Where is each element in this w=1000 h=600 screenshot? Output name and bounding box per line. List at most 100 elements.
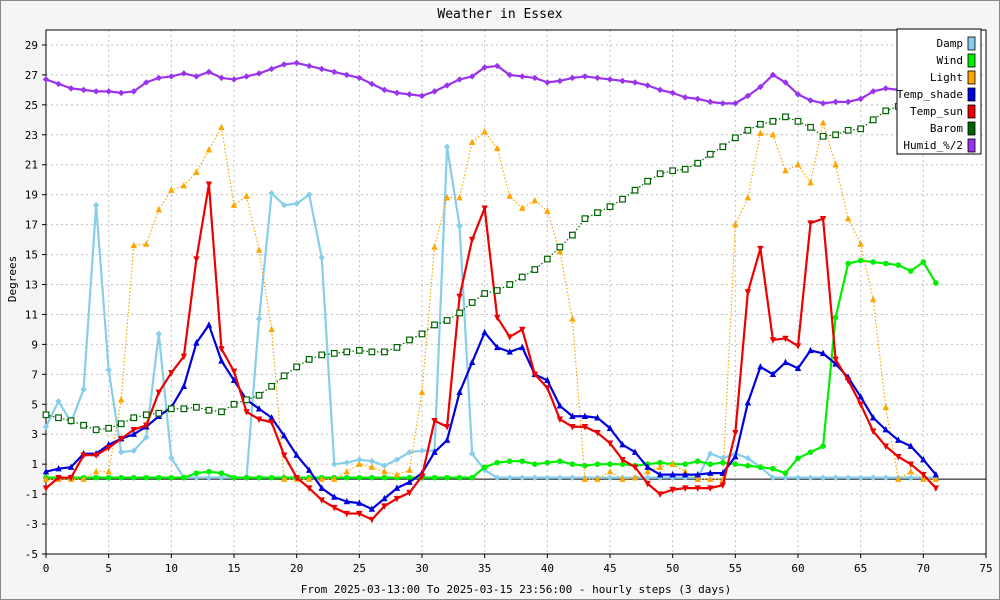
data-point-temp-sun <box>293 474 300 482</box>
legend-label: Light <box>930 71 963 84</box>
data-point-temp-shade <box>306 466 313 473</box>
data-point-damp <box>544 474 551 481</box>
data-point-temp-sun <box>932 485 940 492</box>
data-point-humid-2 <box>857 95 864 103</box>
data-point-temp-sun <box>468 236 476 244</box>
data-point-humid-2 <box>168 73 175 80</box>
data-point-barom <box>155 409 163 417</box>
data-point-temp-shade <box>506 348 513 355</box>
data-point-wind <box>732 461 739 467</box>
x-tick-label: 35 <box>478 562 491 575</box>
data-point-barom <box>869 116 877 124</box>
data-point-barom <box>218 408 225 416</box>
data-point-light <box>769 131 777 138</box>
legend-swatch <box>967 87 976 102</box>
data-point-wind <box>532 461 538 467</box>
data-point-damp <box>569 474 576 481</box>
data-point-light <box>556 247 564 255</box>
data-point-light <box>732 220 739 228</box>
y-tick-label: 23 <box>25 129 38 142</box>
data-point-temp-sun <box>694 485 701 492</box>
data-point-humid-2 <box>719 100 726 107</box>
data-point-temp-sun <box>55 474 62 482</box>
data-point-damp <box>368 457 376 465</box>
data-point-wind <box>895 262 902 268</box>
data-point-light <box>318 475 325 482</box>
data-point-light <box>118 396 125 403</box>
data-point-light <box>393 470 401 478</box>
x-tick-label: 50 <box>666 562 679 575</box>
data-point-light <box>819 119 827 126</box>
data-point-barom <box>55 414 62 422</box>
data-point-temp-shade <box>807 346 814 354</box>
data-point-damp <box>356 456 363 463</box>
data-point-light <box>506 192 513 199</box>
y-tick-label: -3 <box>25 518 38 531</box>
y-tick-label: -1 <box>25 488 38 501</box>
data-point-humid-2 <box>431 88 438 95</box>
data-point-temp-sun <box>844 377 852 385</box>
data-point-humid-2 <box>243 73 250 80</box>
data-point-wind <box>694 458 701 464</box>
data-point-humid-2 <box>644 82 651 89</box>
data-point-barom <box>117 420 125 428</box>
data-point-light <box>481 128 488 135</box>
data-point-light <box>268 325 275 333</box>
y-tick-label: 15 <box>25 249 38 262</box>
data-point-light <box>694 475 701 482</box>
data-point-wind <box>256 474 262 481</box>
data-point-temp-sun <box>393 495 401 503</box>
data-point-barom <box>305 355 313 363</box>
data-point-barom <box>556 243 564 251</box>
data-point-temp-sun <box>168 370 175 377</box>
data-point-wind <box>356 474 363 481</box>
data-point-wind <box>168 474 175 481</box>
data-point-temp-shade <box>343 497 350 505</box>
data-point-temp-sun <box>581 424 589 431</box>
data-point-temp-shade <box>481 328 488 336</box>
y-tick-label: 3 <box>31 428 38 441</box>
x-tick-label: 70 <box>917 562 930 575</box>
data-point-temp-sun <box>180 353 188 361</box>
data-point-temp-shade <box>381 494 388 502</box>
series-line-temp-sun <box>45 183 937 521</box>
data-point-barom <box>581 215 589 223</box>
x-tick-label: 65 <box>854 562 867 575</box>
data-point-wind <box>607 461 613 467</box>
data-point-humid-2 <box>757 83 764 91</box>
data-point-temp-sun <box>118 436 125 443</box>
data-point-wind <box>657 459 663 466</box>
data-point-wind <box>118 474 124 481</box>
data-point-wind <box>481 464 488 470</box>
data-point-humid-2 <box>230 76 238 83</box>
data-point-barom <box>807 123 814 131</box>
data-point-temp-sun <box>406 489 413 497</box>
data-point-light <box>631 473 639 481</box>
data-point-damp <box>268 189 275 197</box>
data-point-humid-2 <box>694 95 701 103</box>
data-point-wind <box>569 461 576 467</box>
data-point-damp <box>443 143 451 150</box>
data-point-light <box>531 196 538 204</box>
data-point-barom <box>832 131 839 139</box>
data-point-temp-shade <box>794 364 802 372</box>
y-tick-label: 19 <box>25 189 38 202</box>
data-point-light <box>368 463 376 470</box>
data-point-temp-shade <box>882 426 889 433</box>
x-tick-label: 45 <box>603 562 616 575</box>
data-point-temp-sun <box>306 485 313 492</box>
data-point-temp-shade <box>55 464 62 472</box>
data-point-temp-shade <box>356 499 363 506</box>
data-point-light <box>656 463 664 470</box>
data-point-wind <box>882 260 889 267</box>
data-point-light <box>782 167 789 174</box>
data-point-wind <box>920 259 927 265</box>
data-point-damp <box>381 462 388 469</box>
data-point-damp <box>794 474 802 481</box>
data-point-light <box>857 240 864 247</box>
data-point-damp <box>80 386 87 393</box>
data-point-light <box>418 388 426 396</box>
data-point-temp-shade <box>443 436 451 443</box>
data-point-damp <box>707 450 714 457</box>
data-point-humid-2 <box>255 70 263 77</box>
